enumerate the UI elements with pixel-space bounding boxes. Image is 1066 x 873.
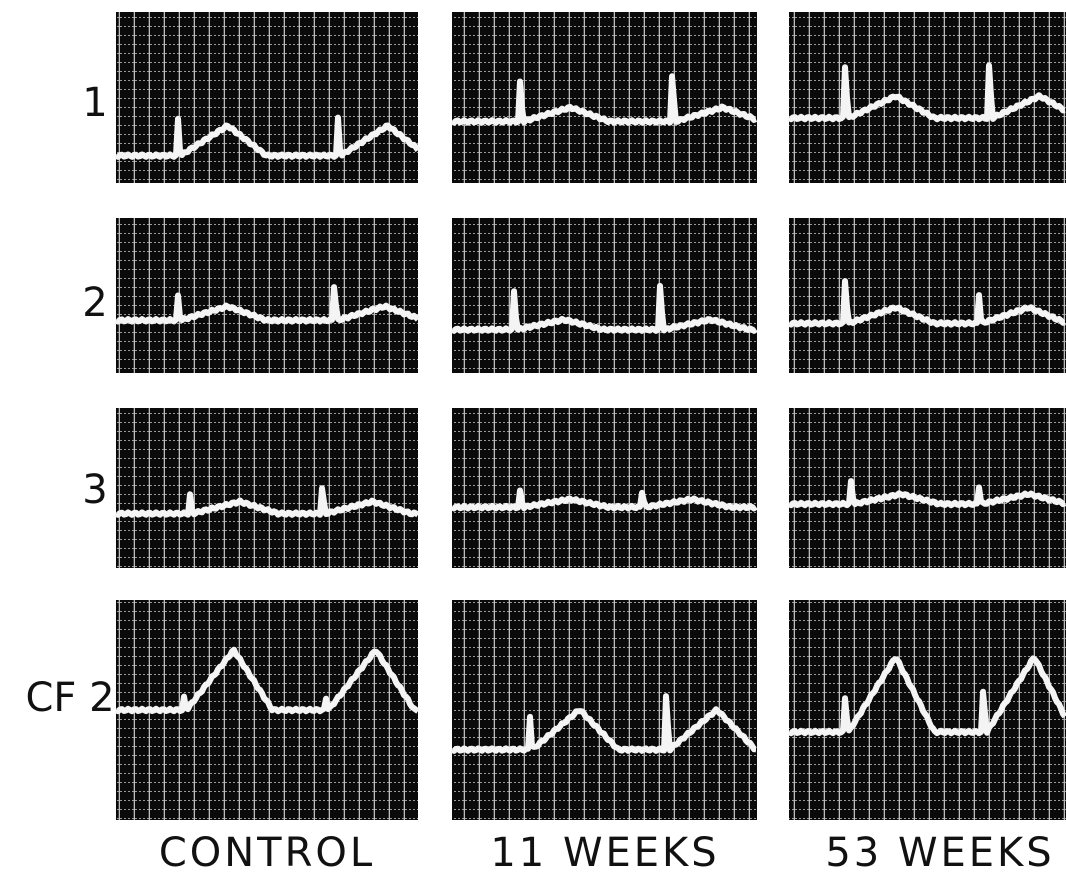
ecg-panel [789,12,1066,183]
ecg-trace [787,478,1066,509]
labels: 1 2 3 CF 2 CONTROL 11 WEEKS 53 WEEKS [25,80,1054,873]
ecg-panel [452,12,757,183]
ecg-panel [789,600,1066,820]
ecg-trace [114,114,421,160]
ecg-trace [787,655,1066,737]
column-label: CONTROL [159,830,375,873]
row-label: 2 [82,280,107,326]
ecg-panel [452,218,757,373]
panels [114,12,1066,820]
row-label: 1 [82,80,107,126]
ecg-trace [114,485,420,518]
ecg-trace [450,282,758,334]
ecg-panel [789,218,1066,373]
ecg-panel [116,218,418,373]
ecg-trace [450,693,757,754]
column-label: 53 WEEKS [825,830,1054,873]
ecg-trace [787,278,1066,328]
row-label: 3 [82,467,107,513]
row-label: CF 2 [25,675,114,721]
ecg-trace [114,646,420,715]
ecg-trace [114,284,421,325]
ecg-trace [787,62,1066,123]
ecg-trace [450,487,758,512]
ecg-panel [789,408,1066,568]
ecg-panel [452,600,757,820]
column-label: 11 WEEKS [490,830,719,873]
ecg-panel [116,408,418,568]
ecg-panel [452,408,757,568]
ecg-trace [450,73,758,126]
